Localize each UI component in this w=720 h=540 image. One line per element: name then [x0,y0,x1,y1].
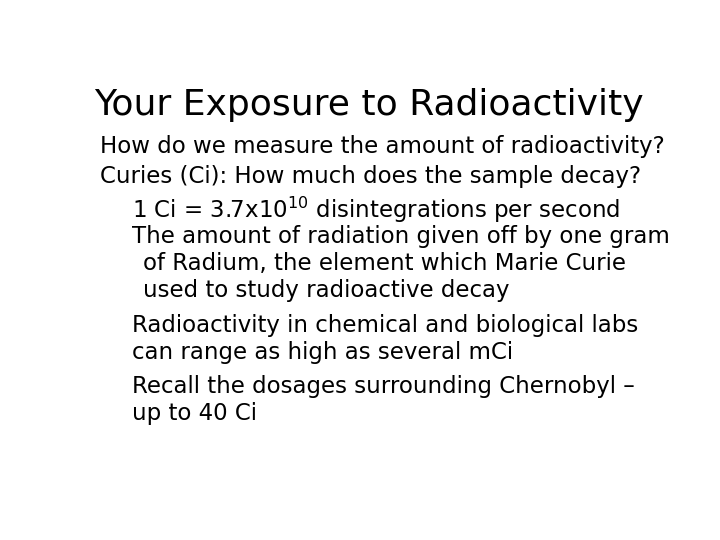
Text: Recall the dosages surrounding Chernobyl –: Recall the dosages surrounding Chernobyl… [132,375,634,397]
Text: of Radium, the element which Marie Curie: of Radium, the element which Marie Curie [143,252,626,275]
Text: can range as high as several mCi: can range as high as several mCi [132,341,513,365]
Text: The amount of radiation given off by one gram: The amount of radiation given off by one… [132,225,670,248]
Text: 1 Ci = 3.7x10$^{10}$ disintegrations per second: 1 Ci = 3.7x10$^{10}$ disintegrations per… [132,194,620,225]
Text: up to 40 Ci: up to 40 Ci [132,402,257,424]
Text: Radioactivity in chemical and biological labs: Radioactivity in chemical and biological… [132,314,638,338]
Text: Your Exposure to Radioactivity: Your Exposure to Radioactivity [94,87,644,122]
Text: used to study radioactive decay: used to study radioactive decay [143,279,510,302]
Text: Curies (Ci): How much does the sample decay?: Curies (Ci): How much does the sample de… [100,165,642,187]
Text: How do we measure the amount of radioactivity?: How do we measure the amount of radioact… [100,136,665,158]
